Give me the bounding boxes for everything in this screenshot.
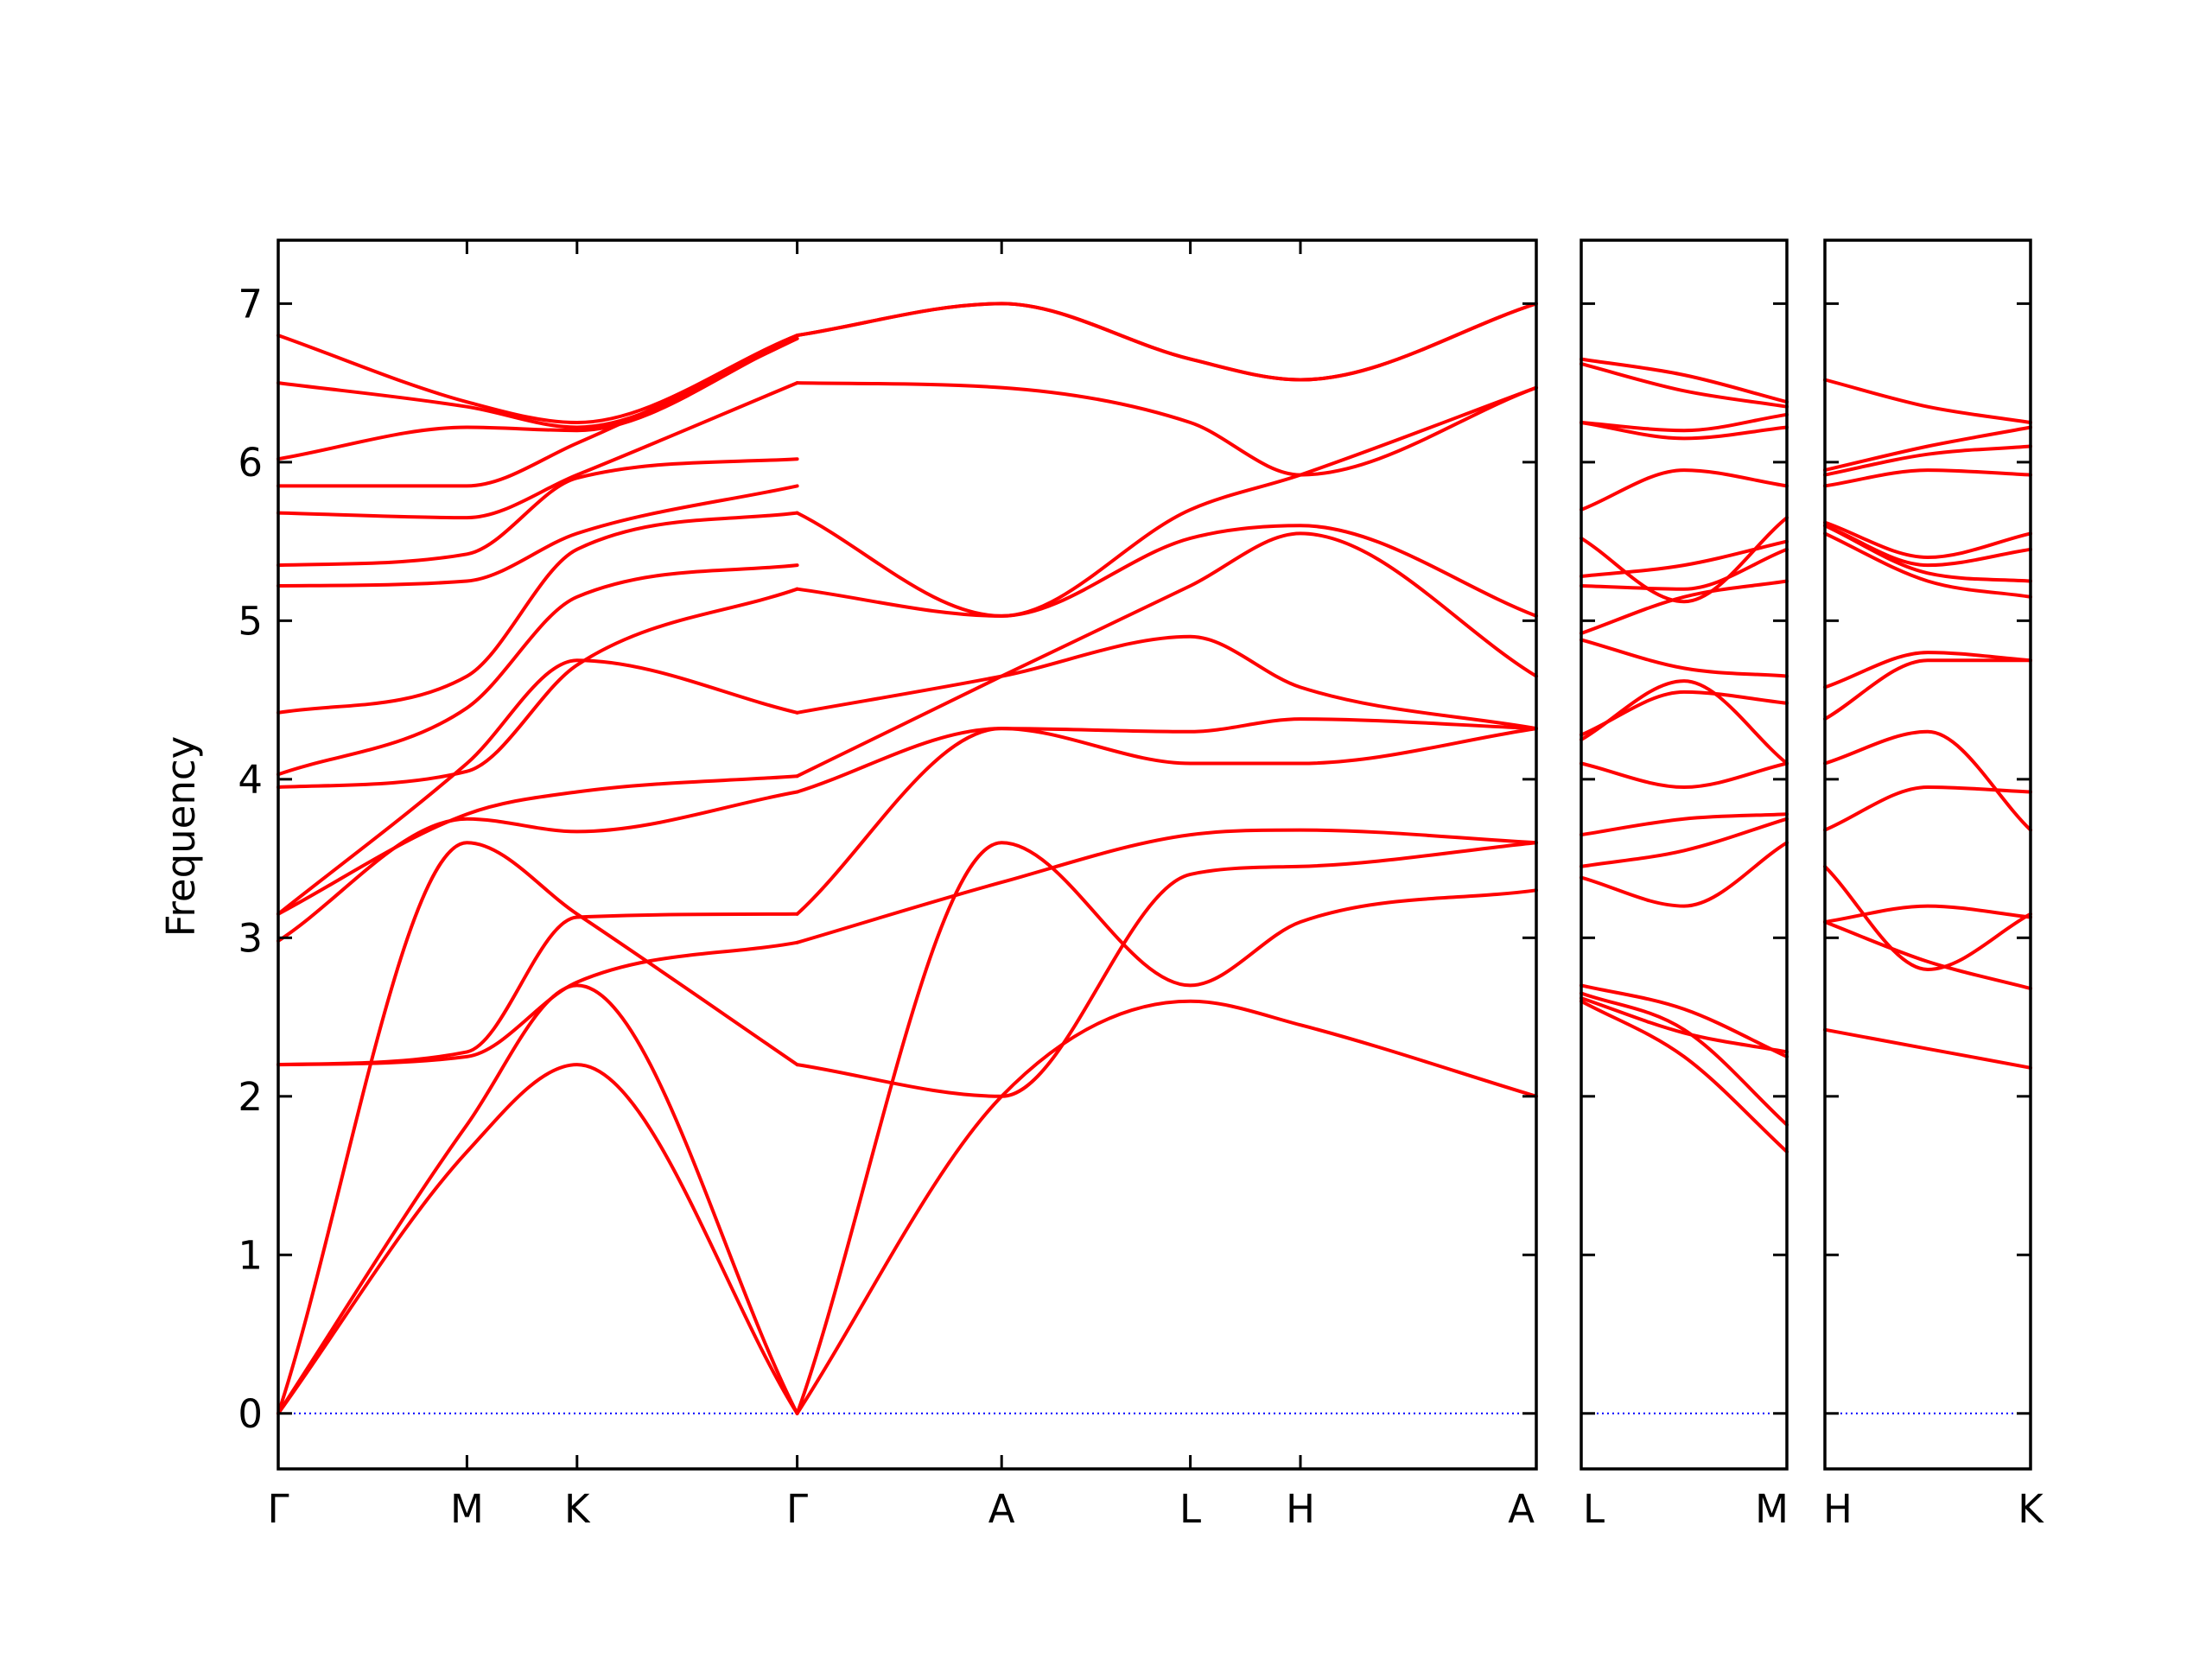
band-line bbox=[1823, 468, 2032, 488]
band-line bbox=[276, 790, 799, 943]
panel-frame bbox=[1823, 238, 2032, 1471]
band-line bbox=[1580, 999, 1789, 1154]
y-tick-label: 0 bbox=[238, 1391, 263, 1437]
y-axis-title: Frequency bbox=[158, 736, 204, 937]
band-line bbox=[276, 658, 799, 916]
band-line bbox=[1823, 524, 2032, 568]
band-line bbox=[276, 912, 799, 1067]
y-tick-label: 2 bbox=[238, 1074, 263, 1120]
band-line bbox=[1580, 362, 1789, 409]
band-line bbox=[1823, 904, 2032, 924]
band-line bbox=[795, 841, 1538, 1415]
band-line bbox=[276, 563, 799, 777]
x-tick-label: K bbox=[2018, 1486, 2044, 1532]
band-line bbox=[1580, 516, 1789, 604]
band-line bbox=[1580, 812, 1789, 837]
band-line bbox=[276, 381, 799, 520]
band-line bbox=[1580, 579, 1789, 635]
band-line bbox=[1823, 444, 2032, 477]
band-line bbox=[795, 524, 1538, 618]
band-line bbox=[795, 385, 1538, 618]
band-line bbox=[1823, 651, 2032, 690]
band-line bbox=[795, 841, 1538, 1098]
band-line bbox=[1580, 638, 1789, 678]
band-line bbox=[1580, 983, 1789, 1058]
x-tick-label: H bbox=[1286, 1486, 1315, 1532]
y-tick-label: 6 bbox=[238, 440, 263, 486]
y-tick-label: 5 bbox=[238, 598, 263, 644]
x-tick-label: L bbox=[1583, 1486, 1605, 1532]
x-tick-label: A bbox=[1508, 1486, 1535, 1532]
band-line bbox=[1580, 761, 1789, 789]
x-tick-label: K bbox=[564, 1486, 591, 1532]
band-line bbox=[795, 828, 1538, 944]
band-line bbox=[276, 484, 799, 588]
band-line bbox=[1823, 425, 2032, 473]
x-tick-label: H bbox=[1823, 1486, 1853, 1532]
band-line bbox=[276, 1063, 799, 1415]
band-line bbox=[795, 531, 1538, 779]
x-tick-label: M bbox=[450, 1486, 484, 1532]
panel-frame bbox=[276, 238, 1538, 1471]
band-line bbox=[1580, 547, 1789, 591]
band-line bbox=[1823, 520, 2032, 559]
band-line bbox=[1580, 991, 1789, 1127]
band-line bbox=[276, 336, 799, 488]
band-line bbox=[1580, 468, 1789, 512]
band-line bbox=[795, 634, 1538, 731]
band-line bbox=[795, 727, 1538, 916]
y-tick-label: 7 bbox=[238, 281, 263, 327]
y-tick-label: 1 bbox=[238, 1232, 263, 1278]
band-line bbox=[276, 334, 799, 429]
band-line bbox=[1823, 378, 2032, 424]
band-line bbox=[276, 334, 799, 424]
axis-ticks bbox=[276, 240, 2032, 1469]
band-line bbox=[1823, 920, 2032, 990]
band-line bbox=[1580, 421, 1789, 441]
band-line bbox=[1580, 357, 1789, 404]
band-line bbox=[795, 999, 1538, 1415]
x-tick-label: L bbox=[1179, 1486, 1201, 1532]
band-line bbox=[1823, 531, 2032, 599]
band-line bbox=[1823, 729, 2032, 832]
band-line bbox=[1580, 996, 1789, 1054]
band-line bbox=[276, 940, 799, 1067]
band-line bbox=[1580, 412, 1789, 433]
band-line bbox=[1580, 817, 1789, 868]
band-line bbox=[1580, 841, 1789, 908]
band-line bbox=[1580, 690, 1789, 737]
band-line bbox=[276, 774, 799, 916]
band-lines bbox=[276, 302, 2032, 1415]
panel-frame bbox=[1580, 238, 1789, 1471]
x-tick-label: A bbox=[988, 1486, 1015, 1532]
x-tick-label: Γ bbox=[786, 1486, 808, 1532]
x-tick-label: M bbox=[1755, 1486, 1789, 1532]
y-tick-label: 4 bbox=[238, 757, 263, 803]
band-line bbox=[276, 983, 799, 1415]
y-tick-label: 3 bbox=[238, 915, 263, 961]
band-line bbox=[276, 587, 799, 789]
panel-frames bbox=[276, 238, 2032, 1471]
band-line bbox=[795, 717, 1538, 794]
band-line bbox=[795, 381, 1538, 477]
band-line bbox=[276, 841, 799, 1415]
band-line bbox=[276, 457, 799, 568]
band-line bbox=[276, 336, 799, 461]
band-line bbox=[276, 511, 799, 715]
band-line bbox=[795, 302, 1538, 382]
band-line bbox=[1823, 1027, 2032, 1070]
x-tick-label: Γ bbox=[267, 1486, 289, 1532]
band-line bbox=[1823, 864, 2032, 971]
band-line bbox=[1823, 658, 2032, 721]
